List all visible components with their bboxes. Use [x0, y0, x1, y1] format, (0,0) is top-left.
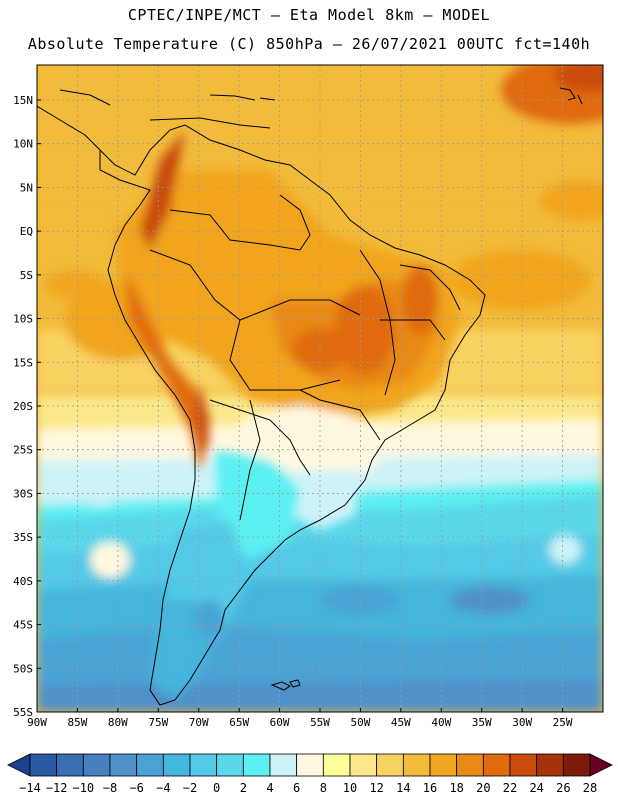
colorbar-label: 20: [476, 781, 490, 795]
colorbar-arrow-low: [7, 753, 31, 777]
lon-tick-label: 65W: [229, 716, 249, 729]
grid-lines: [37, 65, 603, 712]
lon-tick-label: 90W: [27, 716, 47, 729]
colorbar-swatch: [429, 753, 458, 777]
lat-tick-label: 30S: [13, 487, 33, 500]
colorbar-label: 16: [423, 781, 437, 795]
latitude-axis: 15N 10N 5N EQ 5S 10S 15S 20S 25S 30S 35S 40S 45S 50S 5…: [13, 94, 41, 719]
lat-tick-label: 55S: [13, 706, 33, 719]
colorbar-swatch: [322, 753, 351, 777]
colorbar-label: 24: [529, 781, 543, 795]
colorbar-swatch: [456, 753, 484, 777]
lat-tick-label: 10N: [13, 138, 33, 151]
lon-tick-label: 30W: [512, 716, 532, 729]
colorbar-label: −10: [72, 781, 94, 795]
lat-tick-label: 5N: [20, 181, 33, 194]
colorbar-label: 12: [369, 781, 383, 795]
colorbar-labels: −14 −12 −10 −8 −6 −4 −2 0 2 4 6 8 10 12 14 16 18 20 22 24 26…: [19, 781, 597, 795]
longitude-axis: 90W 85W 80W 75W 70W 65W 60W 55W 50W 45W 40W 35W 30W 2…: [27, 708, 573, 729]
colorbar: [7, 753, 613, 777]
colorbar-swatch: [402, 753, 431, 777]
colorbar-swatch: [162, 753, 191, 777]
lat-tick-label: 50S: [13, 662, 33, 675]
islands: [209, 87, 583, 691]
lat-tick-label: 40S: [13, 575, 33, 588]
chart-title: CPTEC/INPE/MCT – Eta Model 8km – MODEL: [127, 6, 491, 24]
colorbar-label: 2: [240, 781, 247, 795]
lon-tick-label: 35W: [472, 716, 492, 729]
colorbar-swatch: [242, 753, 271, 777]
lon-tick-label: 60W: [270, 716, 290, 729]
colorbar-label: 22: [503, 781, 517, 795]
colorbar-swatch: [109, 753, 138, 777]
colorbar-label: 0: [213, 781, 220, 795]
colorbar-label: −14: [19, 781, 41, 795]
colorbar-swatch: [56, 753, 84, 777]
lon-tick-label: 75W: [148, 716, 168, 729]
colorbar-swatch: [296, 753, 324, 777]
lon-tick-label: 55W: [310, 716, 330, 729]
colorbar-swatch: [189, 753, 218, 777]
lon-tick-label: 85W: [67, 716, 87, 729]
colorbar-label: −6: [129, 781, 143, 795]
colorbar-swatch: [536, 753, 564, 777]
lon-tick-label: 40W: [431, 716, 451, 729]
colorbar-label: 8: [320, 781, 327, 795]
colorbar-swatch: [269, 753, 298, 777]
lon-tick-label: 45W: [391, 716, 411, 729]
colorbar-label: 28: [583, 781, 597, 795]
lon-tick-label: 70W: [189, 716, 209, 729]
lon-tick-label: 80W: [108, 716, 128, 729]
lat-tick-label: 25S: [13, 444, 33, 457]
colorbar-swatch: [376, 753, 404, 777]
lat-tick-label: EQ: [20, 225, 33, 238]
colorbar-swatch: [216, 753, 244, 777]
lat-tick-label: 35S: [13, 531, 33, 544]
colorbar-swatch: [482, 753, 511, 777]
colorbar-label: 18: [449, 781, 463, 795]
lat-tick-label: 45S: [13, 619, 33, 632]
lat-tick-label: 15N: [13, 94, 33, 107]
coastlines: [37, 89, 486, 706]
lat-tick-label: 10S: [13, 313, 33, 326]
colorbar-label: −8: [103, 781, 117, 795]
colorbar-label: −2: [183, 781, 197, 795]
colorbar-label: −4: [156, 781, 170, 795]
colorbar-arrow-high: [589, 753, 613, 777]
colorbar-label: 14: [396, 781, 410, 795]
colorbar-label: 10: [343, 781, 357, 795]
temperature-field: [37, 65, 603, 712]
lat-tick-label: 5S: [20, 269, 33, 282]
colorbar-swatch: [509, 753, 538, 777]
chart-subtitle: Absolute Temperature (C) 850hPa – 26/07/…: [27, 35, 591, 53]
lat-tick-label: 15S: [13, 356, 33, 369]
lon-tick-label: 50W: [350, 716, 370, 729]
colorbar-swatch: [349, 753, 378, 777]
colorbar-swatch: [562, 753, 591, 777]
colorbar-label: 4: [266, 781, 273, 795]
lat-tick-label: 20S: [13, 400, 33, 413]
colorbar-label: 26: [556, 781, 570, 795]
colorbar-swatch: [136, 753, 164, 777]
colorbar-swatch: [82, 753, 111, 777]
colorbar-swatch: [29, 753, 58, 777]
lon-tick-label: 25W: [553, 716, 573, 729]
colorbar-label: 6: [293, 781, 300, 795]
colorbar-label: −12: [46, 781, 68, 795]
